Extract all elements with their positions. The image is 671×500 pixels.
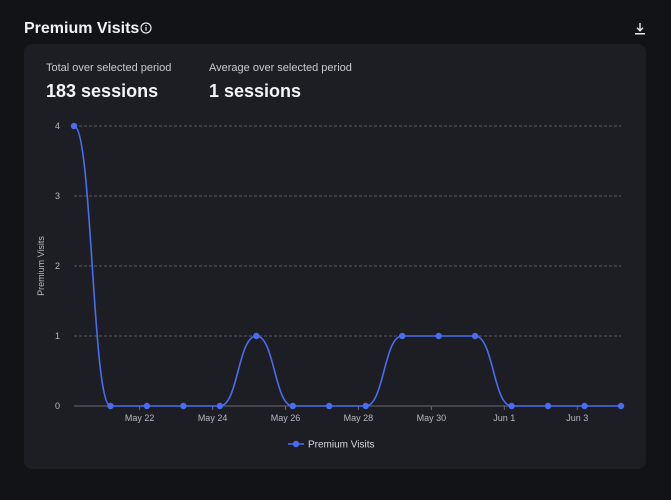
x-tick-label: May 30 (417, 413, 447, 423)
x-tick-label: May 26 (271, 413, 301, 423)
data-point[interactable] (107, 402, 114, 410)
y-tick-label: 1 (55, 331, 60, 341)
data-point[interactable] (326, 402, 333, 410)
total-value: 183 sessions (46, 81, 159, 101)
x-tick-label: Jun 1 (493, 413, 515, 423)
data-point[interactable] (435, 332, 442, 340)
data-point[interactable] (289, 402, 296, 410)
data-point[interactable] (253, 332, 260, 340)
widget-title: Premium Visits (24, 20, 140, 37)
data-point[interactable] (617, 402, 625, 410)
download-icon[interactable] (633, 22, 647, 36)
average-label: Average over selected period (209, 62, 352, 74)
info-icon[interactable] (140, 22, 152, 34)
y-axis-label: Premium Visits (36, 236, 46, 296)
data-point[interactable] (143, 402, 151, 410)
data-point[interactable] (180, 402, 187, 410)
x-tick-label: May 24 (198, 413, 228, 423)
data-point[interactable] (362, 402, 369, 410)
data-point[interactable] (581, 402, 588, 410)
y-tick-label: 2 (55, 261, 60, 271)
data-point[interactable] (399, 332, 406, 340)
total-label: Total over selected period (46, 62, 172, 74)
widget-header: Premium Visits (24, 18, 647, 42)
data-point[interactable] (544, 402, 552, 410)
total-stat: Total over selected period 183 sessions (46, 62, 171, 102)
x-tick-label: Jun 3 (566, 413, 588, 423)
data-point[interactable] (508, 402, 515, 410)
premium-visits-chart: 0 1 2 3 4 May 22 May 24 May 26 May 28 May 30 Jun … (36, 121, 625, 451)
chart-card: Total over selected period 183 sessions … (24, 44, 646, 469)
legend-label: Premium Visits (308, 440, 375, 451)
chart-legend[interactable]: Premium Visits (288, 440, 375, 451)
data-point[interactable] (70, 122, 78, 130)
legend-marker (292, 440, 300, 448)
y-tick-label: 4 (55, 121, 60, 131)
data-point[interactable] (471, 332, 479, 340)
data-point[interactable] (216, 402, 224, 410)
average-value: 1 sessions (209, 81, 302, 101)
x-tick-label: May 28 (344, 413, 374, 423)
y-tick-label: 3 (55, 191, 60, 201)
y-tick-label: 0 (55, 401, 60, 411)
x-tick-label: May 22 (125, 413, 155, 423)
average-stat: Average over selected period 1 sessions (209, 62, 352, 102)
